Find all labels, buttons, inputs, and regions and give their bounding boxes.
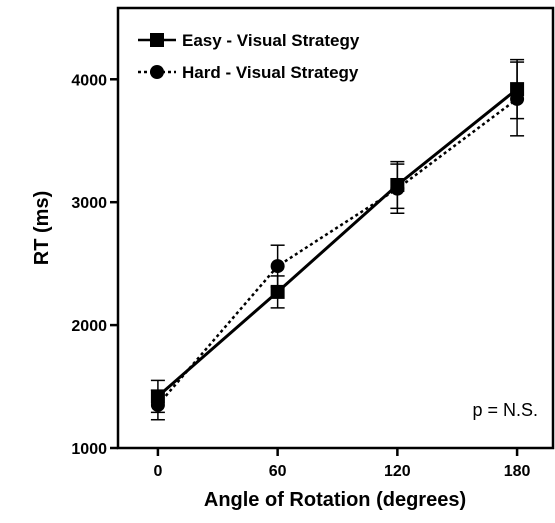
y-axis-label: RT (ms)	[31, 191, 53, 265]
legend-marker	[150, 65, 164, 79]
marker	[510, 91, 525, 106]
y-tick-label: 3000	[71, 195, 107, 212]
marker	[150, 397, 165, 412]
legend-marker	[150, 33, 164, 47]
x-tick-label: 180	[504, 463, 531, 480]
marker	[390, 181, 405, 196]
plot-frame	[116, 6, 555, 450]
series-line	[156, 87, 519, 398]
y-tick-label: 4000	[71, 72, 107, 89]
marker	[270, 259, 285, 274]
x-tick-label: 60	[269, 463, 287, 480]
y-tick-label: 1000	[71, 441, 107, 458]
marker	[270, 284, 285, 299]
annotation: p = N.S.	[472, 400, 538, 420]
legend-label: Easy - Visual Strategy	[182, 31, 360, 50]
y-tick-label: 2000	[71, 318, 107, 335]
legend-label: Hard - Visual Strategy	[182, 63, 359, 82]
x-axis-label: Angle of Rotation (degrees)	[204, 489, 466, 511]
series-line	[156, 97, 518, 406]
x-tick-label: 120	[384, 463, 411, 480]
x-tick-label: 0	[153, 463, 162, 480]
